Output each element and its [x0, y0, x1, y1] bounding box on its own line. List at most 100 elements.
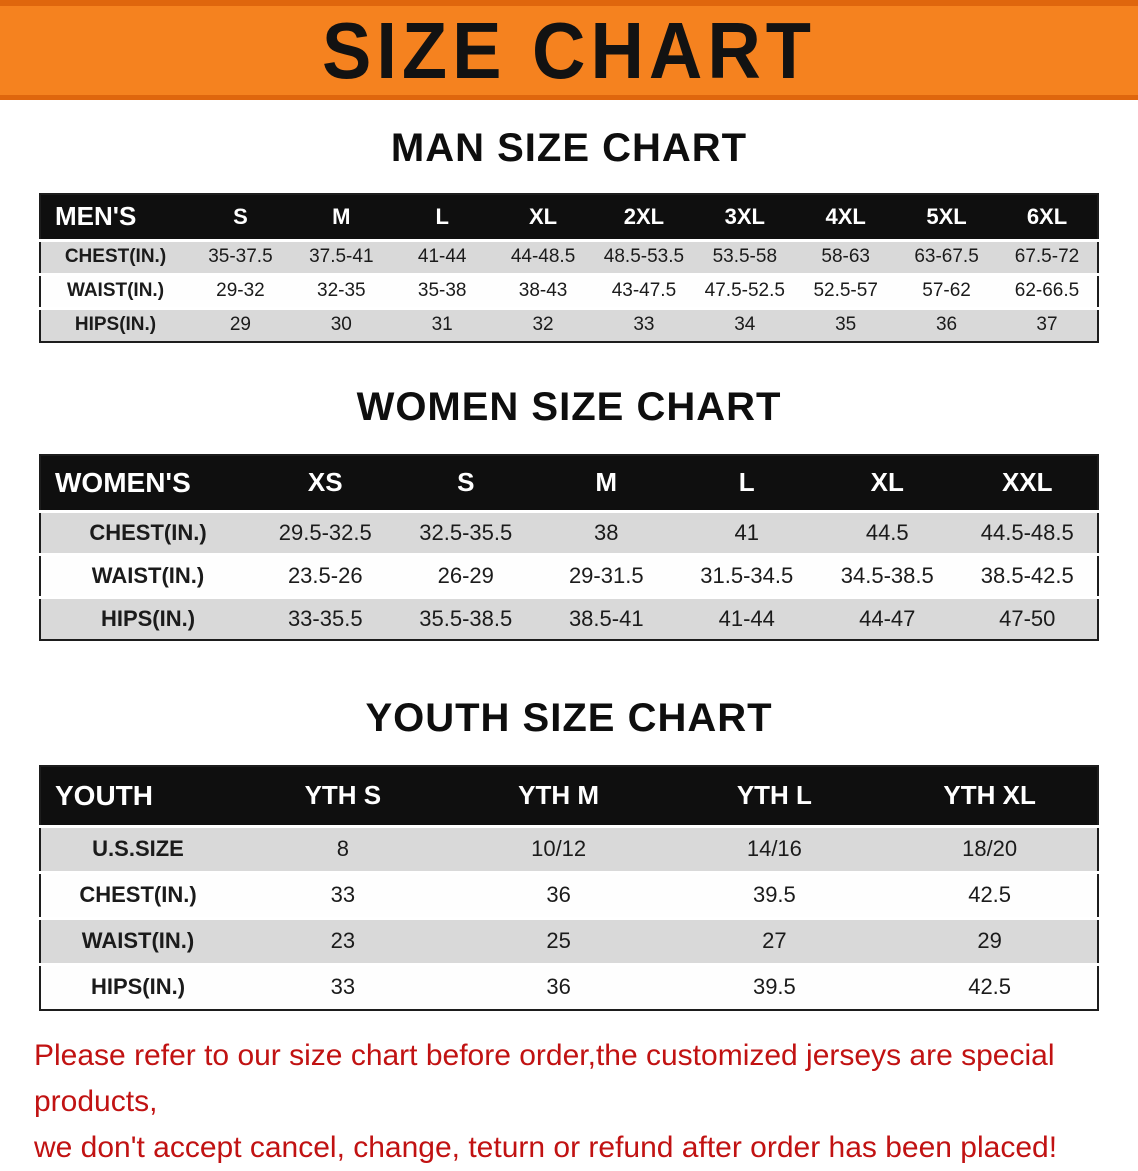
- cell-value: 44-48.5: [510, 246, 576, 267]
- row-label: WAIST(IN.): [81, 928, 195, 953]
- women-size-table: WOMEN'S XS S M L XL XXL CHEST(IN.) 29.5-32.5 32.5…: [39, 454, 1099, 641]
- cell-value: 32: [532, 314, 554, 336]
- cell-value: 34: [734, 314, 756, 336]
- cell-value: 42.5: [968, 974, 1012, 1000]
- column-header: 6XL: [997, 194, 1098, 240]
- cell-value: 62-66.5: [1014, 280, 1080, 301]
- table-row: HIPS(IN.) 33-35.5 35.5-38.5 38.5-41 41-44 44-…: [40, 597, 1098, 640]
- cell-value: 38.5-42.5: [980, 562, 1074, 588]
- table-row: CHEST(IN.) 35-37.5 37.5-41 41-44 44-48.5 48.5…: [40, 240, 1098, 274]
- table-corner-label: YOUTH: [40, 766, 235, 826]
- cell-value: 34.5-38.5: [840, 562, 934, 588]
- cell-value: 29-31.5: [568, 562, 644, 588]
- table-row: WAIST(IN.) 23 25 27 29: [40, 918, 1098, 964]
- cell-value: 35: [835, 314, 857, 336]
- cell-value: 29.5-32.5: [278, 519, 372, 545]
- cell-value: 8: [336, 836, 349, 861]
- row-label: CHEST(IN.): [79, 882, 197, 907]
- table-row: HIPS(IN.) 33 36 39.5 42.5: [40, 964, 1098, 1010]
- size-chart-banner: SIZE CHART: [0, 0, 1138, 100]
- cell-value: 33: [633, 314, 655, 336]
- cell-value: 44.5-48.5: [980, 519, 1074, 545]
- cell-value: 44-47: [859, 605, 916, 631]
- column-header: XL: [817, 455, 958, 511]
- cell-value: 18/20: [962, 836, 1018, 861]
- column-header: 4XL: [795, 194, 897, 240]
- cell-value: 47-50: [999, 605, 1056, 631]
- cell-value: 38: [594, 519, 619, 545]
- column-header: L: [391, 194, 493, 240]
- youth-section-title: YOUTH SIZE CHART: [365, 696, 773, 740]
- cell-value: 41: [734, 519, 759, 545]
- cell-value: 35-37.5: [208, 246, 273, 267]
- table-row: HIPS(IN.) 29 30 31 32 33 34 35 36 37: [40, 308, 1098, 342]
- table-corner-label: MEN'S: [40, 194, 190, 240]
- page-title: SIZE CHART: [322, 5, 816, 95]
- column-header: YTH L: [666, 766, 883, 826]
- cell-value: 26-29: [437, 562, 494, 588]
- cell-value: 32.5-35.5: [419, 519, 513, 545]
- cell-value: 25: [546, 928, 571, 953]
- disclaimer-line-1: Please refer to our size chart before or…: [34, 1039, 1055, 1118]
- cell-value: 47.5-52.5: [704, 280, 785, 301]
- cell-value: 35.5-38.5: [419, 605, 513, 631]
- cell-value: 39.5: [752, 974, 796, 1000]
- column-header: XS: [255, 455, 396, 511]
- cell-value: 36: [935, 314, 958, 336]
- cell-value: 48.5-53.5: [603, 246, 685, 267]
- cell-value: 37.5-41: [309, 246, 374, 267]
- cell-value: 27: [762, 928, 787, 953]
- table-row: WAIST(IN.) 23.5-26 26-29 29-31.5 31.5-34.5 34…: [40, 554, 1098, 597]
- cell-value: 67.5-72: [1014, 246, 1080, 267]
- table-row: CHEST(IN.) 33 36 39.5 42.5: [40, 872, 1098, 918]
- cell-value: 33-35.5: [287, 605, 363, 631]
- column-header: M: [290, 194, 392, 240]
- row-label: HIPS(IN.): [90, 974, 186, 1000]
- table-row: CHEST(IN.) 29.5-32.5 32.5-35.5 38 41 44.5 44.5…: [40, 511, 1098, 554]
- row-label: HIPS(IN.): [74, 314, 157, 336]
- men-size-table: MEN'S S M L XL 2XL 3XL 4XL 5XL 6XL CHEST(IN.) 35-37…: [39, 193, 1099, 343]
- row-label: HIPS(IN.): [100, 605, 196, 631]
- cell-value: 39.5: [752, 882, 796, 907]
- column-header: YTH XL: [882, 766, 1098, 826]
- row-label: WAIST(IN.): [91, 562, 205, 588]
- men-section-title: MAN SIZE CHART: [390, 126, 748, 170]
- cell-value: 23: [330, 928, 356, 953]
- cell-value: 44.5: [865, 519, 909, 545]
- cell-value: 41-44: [417, 246, 467, 267]
- table-corner-label: WOMEN'S: [40, 455, 255, 511]
- cell-value: 58-63: [821, 246, 870, 267]
- cell-value: 29-32: [216, 280, 265, 301]
- cell-value: 29: [229, 314, 251, 336]
- cell-value: 33: [330, 974, 356, 1000]
- table-row: U.S.SIZE 8 10/12 14/16 18/20: [40, 826, 1098, 872]
- cell-value: 10/12: [531, 836, 587, 861]
- row-label: U.S.SIZE: [92, 836, 184, 861]
- women-section-title: WOMEN SIZE CHART: [356, 385, 782, 429]
- cell-value: 36: [546, 974, 571, 1000]
- cell-value: 53.5-58: [712, 246, 778, 267]
- cell-value: 31: [431, 314, 453, 336]
- table-header-row: MEN'S S M L XL 2XL 3XL 4XL 5XL 6XL: [40, 194, 1098, 240]
- column-header: L: [676, 455, 817, 511]
- cell-value: 63-67.5: [914, 246, 979, 267]
- cell-value: 36: [546, 882, 571, 907]
- column-header: YTH S: [235, 766, 451, 826]
- column-header: XXL: [957, 455, 1098, 511]
- women-size-section: WOMEN SIZE CHART WOMEN'S XS S M L XL XXL CHEST(…: [0, 385, 1138, 641]
- cell-value: 32-35: [317, 280, 366, 301]
- disclaimer: Please refer to our size chart before or…: [0, 1033, 1138, 1171]
- cell-value: 52.5-57: [813, 280, 878, 301]
- cell-value: 30: [330, 314, 352, 336]
- cell-value: 29: [977, 928, 1002, 953]
- column-header: S: [395, 455, 536, 511]
- table-row: WAIST(IN.) 29-32 32-35 35-38 38-43 43-47.5 47.…: [40, 274, 1098, 308]
- column-header: S: [190, 194, 291, 240]
- cell-value: 23.5-26: [287, 562, 363, 588]
- cell-value: 42.5: [968, 882, 1012, 907]
- column-header: 2XL: [593, 194, 695, 240]
- youth-size-table: YOUTH YTH S YTH M YTH L YTH XL U.S.SIZE 8 10/12…: [39, 765, 1099, 1011]
- cell-value: 43-47.5: [611, 280, 677, 301]
- column-header: 3XL: [694, 194, 796, 240]
- column-header: M: [536, 455, 677, 511]
